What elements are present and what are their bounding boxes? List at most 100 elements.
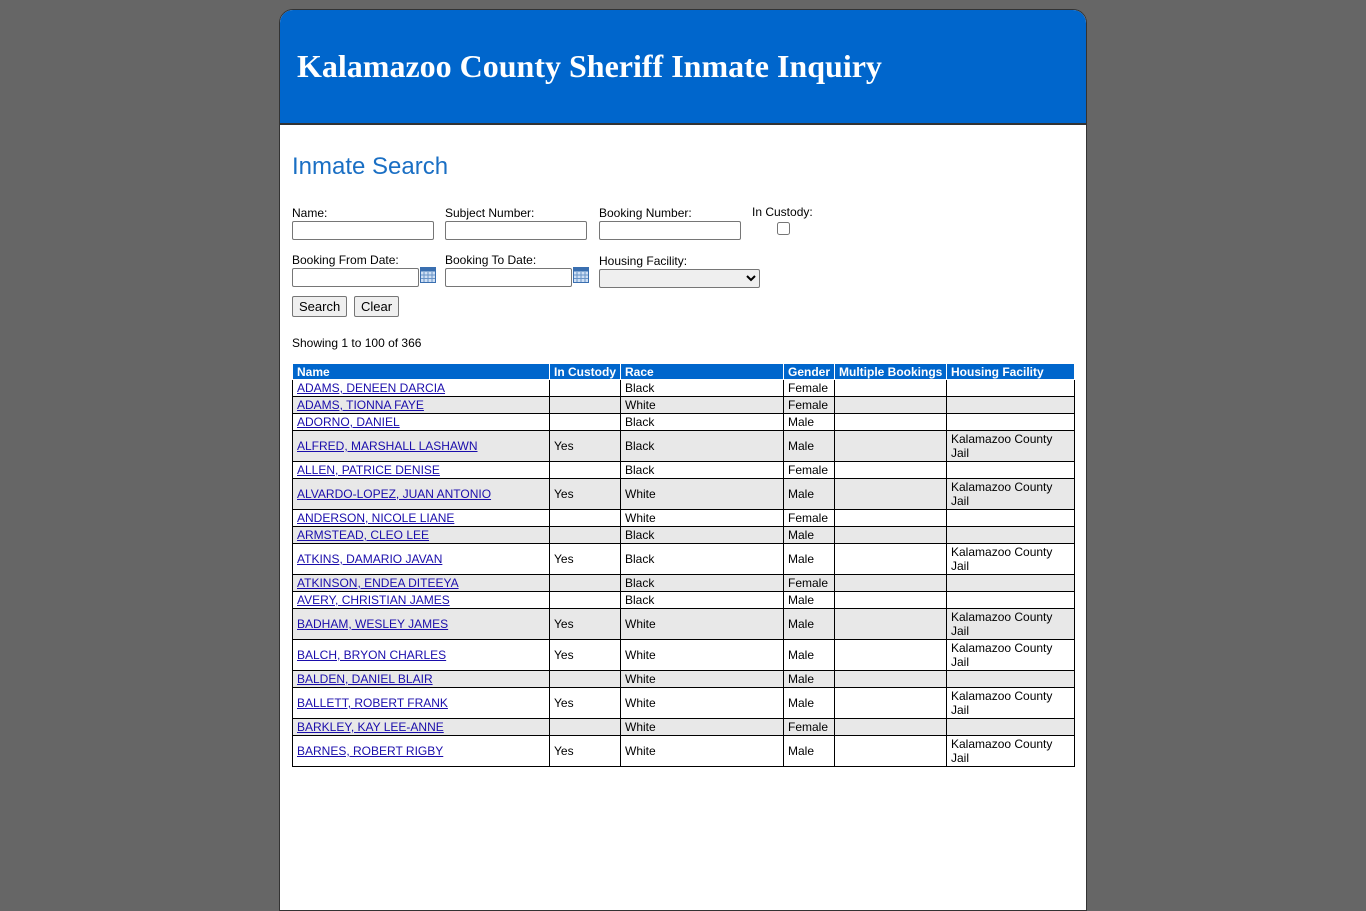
table-cell: [834, 413, 947, 431]
inmate-link[interactable]: BADHAM, WESLEY JAMES: [297, 617, 449, 631]
table-cell: ADAMS, DENEEN DARCIA: [292, 379, 550, 397]
table-cell: [834, 543, 947, 575]
table-cell: [549, 718, 621, 736]
table-cell: ATKINSON, ENDEA DITEEYA: [292, 574, 550, 592]
table-cell: Male: [783, 526, 835, 544]
inmate-link[interactable]: ARMSTEAD, CLEO LEE: [297, 528, 430, 542]
table-cell: Black: [620, 574, 784, 592]
table-cell: ADORNO, DANIEL: [292, 413, 550, 431]
table-row: ADAMS, TIONNA FAYE White Female: [292, 396, 1075, 414]
table-cell: [834, 718, 947, 736]
table-cell: [834, 526, 947, 544]
table-cell: BALLETT, ROBERT FRANK: [292, 687, 550, 719]
table-cell: White: [620, 687, 784, 719]
inmate-link[interactable]: AVERY, CHRISTIAN JAMES: [297, 593, 450, 607]
table-cell: ATKINS, DAMARIO JAVAN: [292, 543, 550, 575]
inmate-link[interactable]: BARKLEY, KAY LEE-ANNE: [297, 720, 444, 734]
table-cell: [834, 461, 947, 479]
booking-to-label: Booking To Date:: [445, 253, 537, 267]
table-cell: Female: [783, 379, 835, 397]
inmate-link[interactable]: BARNES, ROBERT RIGBY: [297, 744, 444, 758]
table-cell: [549, 413, 621, 431]
inmate-link[interactable]: ADAMS, TIONNA FAYE: [297, 398, 424, 412]
search-button[interactable]: Search: [292, 296, 348, 317]
table-cell: White: [620, 670, 784, 688]
inmate-link[interactable]: ADORNO, DANIEL: [297, 415, 400, 429]
table-cell: [946, 526, 1075, 544]
table-cell: [549, 591, 621, 609]
search-heading: Inmate Search: [292, 153, 449, 180]
table-cell: [834, 591, 947, 609]
table-cell: Male: [783, 735, 835, 767]
table-cell: White: [620, 478, 784, 510]
table-cell: White: [620, 608, 784, 640]
table-cell: Yes: [549, 478, 621, 510]
inmate-link[interactable]: ATKINS, DAMARIO JAVAN: [297, 552, 443, 566]
table-cell: [834, 509, 947, 527]
inmate-link[interactable]: ADAMS, DENEEN DARCIA: [297, 381, 446, 395]
table-cell: Yes: [549, 639, 621, 671]
inmate-link[interactable]: BALDEN, DANIEL BLAIR: [297, 672, 433, 686]
table-row: ALLEN, PATRICE DENISE Black Female: [292, 461, 1075, 479]
table-cell: Male: [783, 608, 835, 640]
table-cell: Black: [620, 430, 784, 462]
table-cell: [946, 413, 1075, 431]
table-body: ADAMS, DENEEN DARCIA Black Female ADAMS, TI…: [292, 379, 1075, 767]
booking-number-label: Booking Number:: [599, 206, 692, 220]
table-cell: Kalamazoo County Jail: [946, 478, 1075, 510]
inmate-link[interactable]: ANDERSON, NICOLE LIANE: [297, 511, 455, 525]
table-cell: White: [620, 735, 784, 767]
name-input[interactable]: [292, 221, 434, 240]
table-cell: [549, 670, 621, 688]
table-cell: [834, 639, 947, 671]
table-cell: Black: [620, 591, 784, 609]
column-header: Name: [292, 363, 550, 380]
inmate-link[interactable]: ALVARDO-LOPEZ, JUAN ANTONIO: [297, 487, 492, 501]
table-cell: Male: [783, 430, 835, 462]
table-cell: Black: [620, 379, 784, 397]
table-cell: Female: [783, 461, 835, 479]
column-header: Housing Facility: [946, 363, 1075, 380]
table-cell: ADAMS, TIONNA FAYE: [292, 396, 550, 414]
table-cell: ANDERSON, NICOLE LIANE: [292, 509, 550, 527]
table-cell: Female: [783, 574, 835, 592]
booking-number-input[interactable]: [599, 221, 741, 240]
inmate-link[interactable]: BALLETT, ROBERT FRANK: [297, 696, 448, 710]
table-cell: [549, 574, 621, 592]
table-row: AVERY, CHRISTIAN JAMES Black Male: [292, 591, 1075, 609]
booking-to-input[interactable]: [445, 268, 572, 287]
calendar-icon[interactable]: [420, 267, 436, 283]
table-cell: BADHAM, WESLEY JAMES: [292, 608, 550, 640]
booking-from-input[interactable]: [292, 268, 419, 287]
table-cell: BARNES, ROBERT RIGBY: [292, 735, 550, 767]
table-cell: Kalamazoo County Jail: [946, 735, 1075, 767]
inmate-link[interactable]: ALLEN, PATRICE DENISE: [297, 463, 440, 477]
table-cell: Yes: [549, 608, 621, 640]
table-cell: AVERY, CHRISTIAN JAMES: [292, 591, 550, 609]
inmate-link[interactable]: ALFRED, MARSHALL LASHAWN: [297, 439, 478, 453]
table-cell: [834, 574, 947, 592]
inmate-link[interactable]: ATKINSON, ENDEA DITEEYA: [297, 576, 459, 590]
table-cell: [834, 687, 947, 719]
table-row: BARKLEY, KAY LEE-ANNE White Female: [292, 718, 1075, 736]
container: Kalamazoo County Sheriff Inmate Inquiry …: [279, 9, 1087, 911]
table-row: ADAMS, DENEEN DARCIA Black Female: [292, 379, 1075, 397]
table-row: ADORNO, DANIEL Black Male: [292, 413, 1075, 431]
table-cell: Male: [783, 639, 835, 671]
table-cell: [834, 608, 947, 640]
table-cell: [834, 735, 947, 767]
header-row: Name In Custody Race Gender Multiple Booking…: [292, 363, 1075, 380]
table-row: ALVARDO-LOPEZ, JUAN ANTONIO Yes White Male K…: [292, 478, 1075, 510]
calendar-icon[interactable]: [573, 267, 589, 283]
table-cell: Yes: [549, 430, 621, 462]
name-label: Name:: [292, 206, 328, 220]
table-row: ANDERSON, NICOLE LIANE White Female: [292, 509, 1075, 527]
subject-number-label: Subject Number:: [445, 206, 535, 220]
subject-number-input[interactable]: [445, 221, 587, 240]
table-cell: [834, 478, 947, 510]
in-custody-checkbox[interactable]: [777, 222, 790, 235]
inmate-link[interactable]: BALCH, BRYON CHARLES: [297, 648, 447, 662]
housing-facility-select[interactable]: [599, 269, 760, 288]
table-row: ATKINSON, ENDEA DITEEYA Black Female: [292, 574, 1075, 592]
clear-button[interactable]: Clear: [354, 296, 400, 317]
